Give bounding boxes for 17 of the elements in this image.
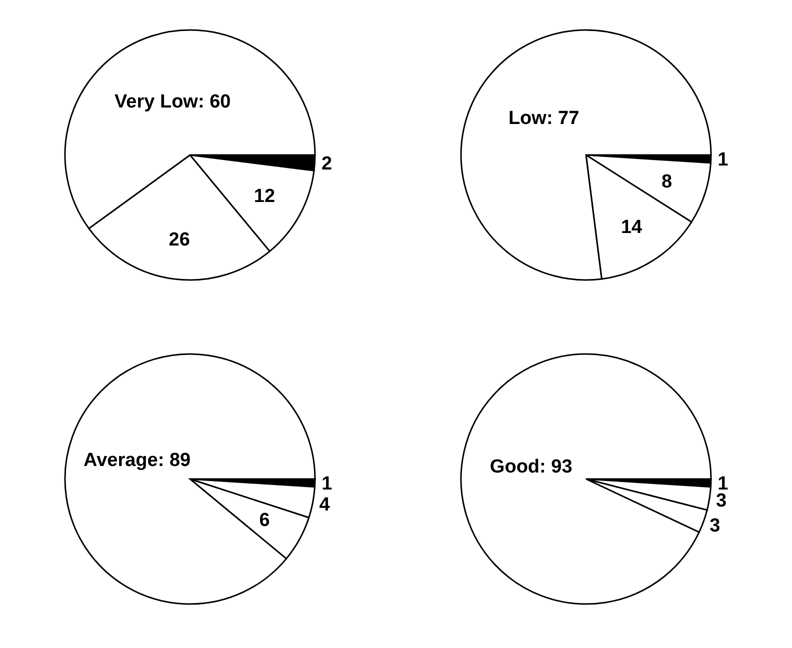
data-label: 3 <box>710 515 720 536</box>
data-label: Good: 93 <box>490 456 572 478</box>
data-label: 26 <box>168 229 190 250</box>
data-label: Average: 89 <box>84 450 191 471</box>
pie-slice <box>460 29 712 281</box>
data-label: 8 <box>662 171 672 192</box>
data-label: 1 <box>718 149 729 170</box>
pie-slice <box>64 353 316 605</box>
data-label: 4 <box>319 494 330 516</box>
data-label: Low: 77 <box>508 108 580 129</box>
pie-slice <box>460 353 712 605</box>
data-label: 14 <box>620 216 643 238</box>
data-label: 1 <box>322 473 333 494</box>
data-label: 6 <box>259 510 270 531</box>
data-label: 12 <box>254 186 276 207</box>
data-label: 2 <box>321 154 332 175</box>
data-label: Very Low: 60 <box>114 92 231 113</box>
